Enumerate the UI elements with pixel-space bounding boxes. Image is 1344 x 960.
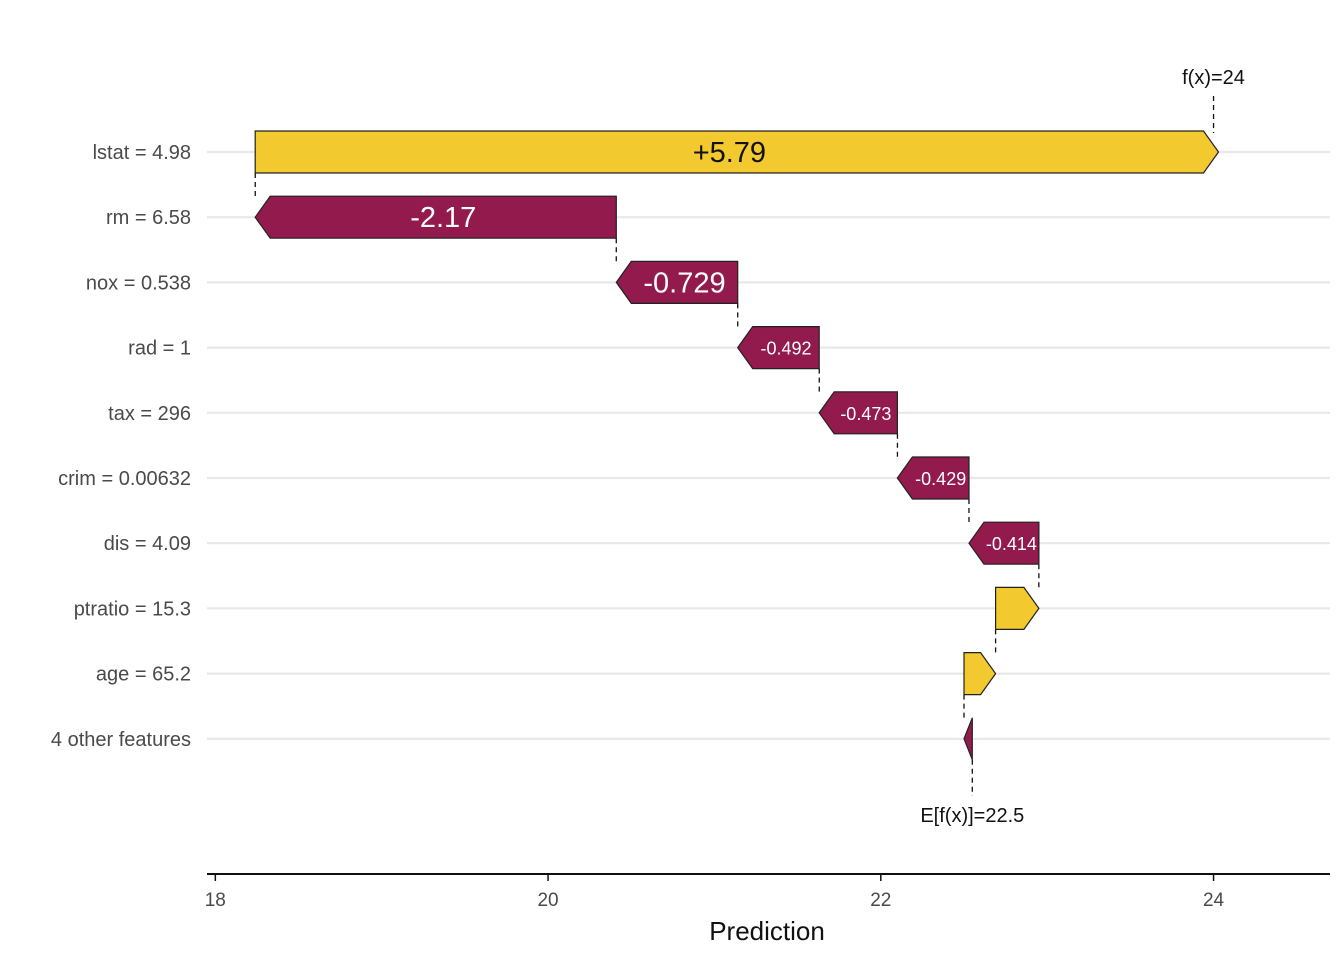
- x-axis: 18 20 22 24: [205, 873, 1330, 911]
- x-axis-title: Prediction: [709, 916, 825, 946]
- bar-value-label: -0.729: [643, 267, 725, 299]
- feature-label: tax = 296: [108, 403, 191, 425]
- waterfall-bar: [254, 195, 617, 239]
- grid-layer: [207, 150, 1330, 740]
- x-tick-label: 18: [205, 890, 226, 911]
- feature-label: dis = 4.09: [104, 533, 191, 555]
- waterfall-bar: [896, 456, 970, 500]
- x-tick-label: 24: [1203, 890, 1225, 911]
- base-value-label: E[f(x)]=22.5: [920, 805, 1024, 827]
- feature-label: rad = 1: [128, 338, 191, 360]
- feature-label: lstat = 4.98: [93, 142, 191, 164]
- waterfall-bar: [818, 391, 899, 435]
- waterfall-bar: [615, 260, 739, 304]
- x-tick-label: 22: [870, 890, 891, 911]
- feature-label: 4 other features: [51, 729, 191, 751]
- bar-value-label: +5.79: [693, 137, 766, 169]
- bar-value-label: -0.429: [915, 469, 966, 489]
- feature-label: ptratio = 15.3: [74, 598, 191, 620]
- waterfall-bar: [963, 717, 973, 761]
- bar-value-label: -0.414: [986, 534, 1037, 554]
- bar-value-label: -0.473: [840, 404, 891, 424]
- feature-label: rm = 6.58: [106, 207, 191, 229]
- bar-layer: +5.79 -2.17 -0.729 -0.492 -0.473 -0.429 -0.414: [254, 130, 1220, 761]
- feature-label: nox = 0.538: [86, 272, 191, 294]
- waterfall-bar: [736, 326, 820, 370]
- bar-value-label: -0.492: [760, 339, 811, 359]
- final-value-label: f(x)=24: [1182, 67, 1245, 89]
- waterfall-bar: [968, 521, 1040, 565]
- waterfall-bar: [963, 651, 997, 696]
- bar-value-label: -2.17: [410, 202, 476, 234]
- connector-layer: [254, 96, 1215, 796]
- feature-label: crim = 0.00632: [58, 468, 191, 490]
- waterfall-bar: [994, 586, 1040, 631]
- feature-label-layer: lstat = 4.98 rm = 6.58 nox = 0.538 rad = 1 t…: [51, 142, 191, 751]
- x-tick-label: 20: [537, 890, 558, 911]
- waterfall-bar: [254, 130, 1220, 174]
- feature-label: age = 65.2: [96, 664, 191, 686]
